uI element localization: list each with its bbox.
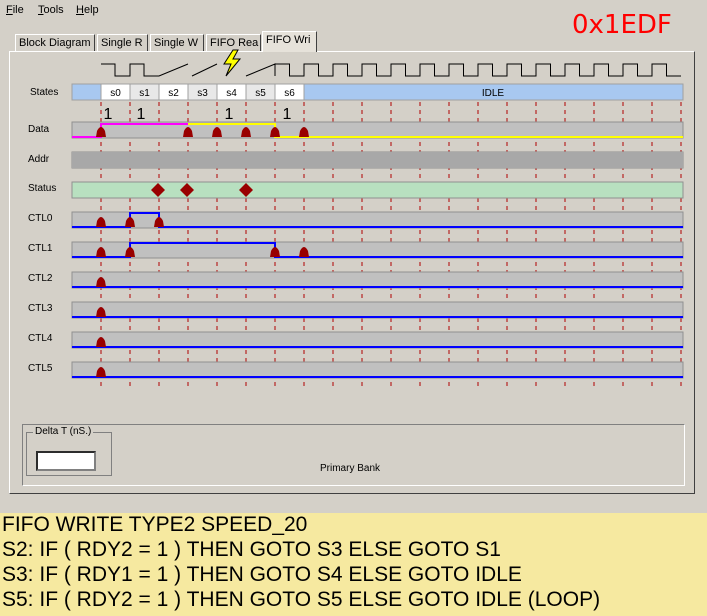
ctl3-marker bbox=[96, 307, 106, 317]
ctl4-marker bbox=[96, 337, 106, 347]
menu-tools[interactable]: Tools bbox=[38, 4, 64, 16]
state-cell-idle-pre bbox=[71, 83, 102, 101]
signal-bar-ctl3 bbox=[71, 301, 684, 319]
state-label-s4: s4 bbox=[226, 88, 237, 99]
tab-fifo-read[interactable]: FIFO Rea bbox=[206, 34, 261, 51]
data-marker-3 bbox=[241, 127, 251, 137]
ctl2-marker bbox=[96, 277, 106, 287]
state-label-idle: IDLE bbox=[482, 88, 505, 99]
status-marker-2 bbox=[239, 183, 253, 197]
program-line-s5: S5: IF ( RDY2 = 1 ) THEN GOTO S5 ELSE GO… bbox=[2, 588, 601, 611]
menu-tools-label: ools bbox=[43, 4, 64, 16]
bottom-group-box bbox=[22, 424, 685, 486]
menu-help-mnemonic: H bbox=[76, 4, 84, 16]
delta-t-label: Delta T (nS.) bbox=[33, 426, 94, 437]
status-marker-1 bbox=[180, 183, 194, 197]
data-count-s1: 1 bbox=[137, 106, 146, 123]
state-label-s3: s3 bbox=[197, 88, 208, 99]
tab-block-diagram[interactable]: Block Diagram bbox=[15, 34, 95, 51]
state-bar: s0 s1 s2 s3 s4 s5 s6 IDLE bbox=[71, 83, 684, 101]
signal-rows bbox=[71, 121, 684, 379]
transition-markers bbox=[96, 127, 309, 377]
signal-label-ctl5: CTL5 bbox=[28, 363, 53, 374]
ctl1-marker-3 bbox=[299, 247, 309, 257]
ctl0-marker-2 bbox=[154, 217, 164, 227]
state-label-s2: s2 bbox=[168, 88, 179, 99]
state-label-s1: s1 bbox=[139, 88, 150, 99]
menu-help-label: elp bbox=[83, 4, 99, 16]
signal-bar-ctl2 bbox=[71, 271, 684, 289]
signal-label-addr: Addr bbox=[28, 154, 50, 165]
menu-file-mnemonic: F bbox=[6, 4, 13, 16]
signal-bar-ctl5 bbox=[71, 361, 684, 379]
signal-bar-status bbox=[71, 181, 684, 199]
hex-value-readout: 0x1EDF bbox=[572, 10, 672, 40]
data-count-s4: 1 bbox=[225, 106, 234, 123]
ctl1-marker-2 bbox=[270, 247, 280, 257]
signal-label-ctl3: CTL3 bbox=[28, 303, 53, 314]
primary-bank-label: Primary Bank bbox=[320, 463, 381, 474]
data-marker-1 bbox=[183, 127, 193, 137]
data-marker-4 bbox=[270, 127, 280, 137]
status-marker-0 bbox=[151, 183, 165, 197]
menu-tools-mnemonic: T bbox=[38, 4, 44, 16]
data-count-s0: 1 bbox=[104, 106, 113, 123]
menu-file-label: ile bbox=[12, 4, 24, 16]
signal-label-data: Data bbox=[28, 124, 50, 135]
state-label-s0: s0 bbox=[110, 88, 121, 99]
program-line-s2: S2: IF ( RDY2 = 1 ) THEN GOTO S3 ELSE GO… bbox=[2, 538, 501, 561]
state-label-s5: s5 bbox=[255, 88, 266, 99]
state-program-panel: FIFO WRITE TYPE2 SPEED_20 S2: IF ( RDY2 … bbox=[0, 513, 707, 616]
state-label-s6: s6 bbox=[284, 88, 295, 99]
signal-bar-ctl1 bbox=[71, 241, 684, 259]
data-count-s6: 1 bbox=[283, 106, 292, 123]
ctl0-marker-1 bbox=[125, 217, 135, 227]
ctl5-marker bbox=[96, 367, 106, 377]
menu-file[interactable]: File bbox=[6, 4, 24, 16]
clock-trace bbox=[101, 63, 681, 77]
delta-t-input[interactable] bbox=[36, 451, 96, 471]
ctl1-marker-0 bbox=[96, 247, 106, 257]
state-cell-idle bbox=[303, 83, 684, 101]
ctl1-marker-1 bbox=[125, 247, 135, 257]
signal-label-status: Status bbox=[28, 183, 57, 194]
states-label: States bbox=[30, 87, 59, 98]
tab-single-write[interactable]: Single W bbox=[150, 34, 204, 51]
ctl1-trace bbox=[72, 242, 683, 258]
menu-bar: File Tools Help bbox=[0, 0, 707, 22]
timing-diagram: s0 s1 s2 s3 s4 s5 s6 IDLE 1 1 1 1 bbox=[71, 49, 684, 390]
signal-bar-ctl4 bbox=[71, 331, 684, 349]
signal-label-ctl0: CTL0 bbox=[28, 213, 53, 224]
data-marker-2 bbox=[212, 127, 222, 137]
tab-fifo-write[interactable]: FIFO Wri bbox=[262, 31, 317, 52]
menu-help[interactable]: Help bbox=[76, 4, 99, 16]
signal-label-ctl1: CTL1 bbox=[28, 243, 53, 254]
signal-label-ctl4: CTL4 bbox=[28, 333, 53, 344]
addr-fill bbox=[72, 152, 683, 168]
program-title: FIFO WRITE TYPE2 SPEED_20 bbox=[2, 513, 308, 536]
data-marker-0 bbox=[96, 127, 106, 137]
data-marker-5 bbox=[299, 127, 309, 137]
signal-label-ctl2: CTL2 bbox=[28, 273, 53, 284]
program-line-s3: S3: IF ( RDY1 = 1 ) THEN GOTO S4 ELSE GO… bbox=[2, 563, 522, 586]
ctl0-marker-0 bbox=[96, 217, 106, 227]
tab-single-read[interactable]: Single R bbox=[97, 34, 148, 51]
ctl0-trace bbox=[72, 212, 683, 228]
lightning-icon bbox=[223, 49, 242, 77]
clock-waveform bbox=[101, 63, 681, 77]
